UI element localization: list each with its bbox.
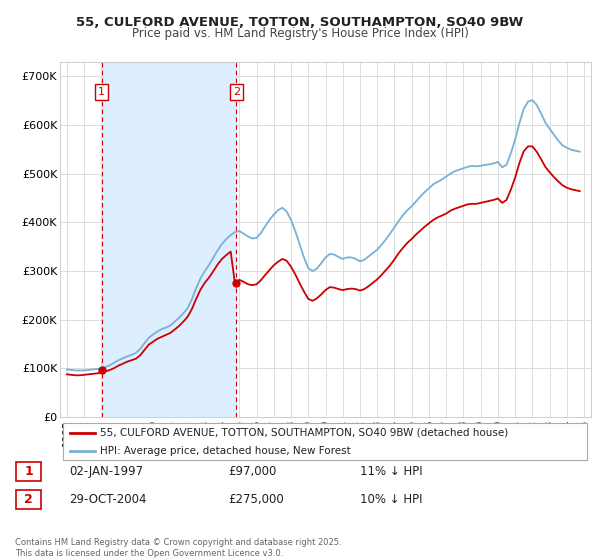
Text: 11% ↓ HPI: 11% ↓ HPI [360, 465, 422, 478]
FancyBboxPatch shape [62, 423, 587, 460]
Text: 2: 2 [24, 493, 33, 506]
Text: £97,000: £97,000 [228, 465, 277, 478]
Text: 55, CULFORD AVENUE, TOTTON, SOUTHAMPTON, SO40 9BW (detached house): 55, CULFORD AVENUE, TOTTON, SOUTHAMPTON,… [100, 428, 508, 437]
Text: 2: 2 [233, 87, 240, 97]
Text: 1: 1 [24, 465, 33, 478]
Text: £275,000: £275,000 [228, 493, 284, 506]
Text: 10% ↓ HPI: 10% ↓ HPI [360, 493, 422, 506]
FancyBboxPatch shape [16, 463, 41, 480]
Text: 1: 1 [98, 87, 105, 97]
Text: Price paid vs. HM Land Registry's House Price Index (HPI): Price paid vs. HM Land Registry's House … [131, 27, 469, 40]
FancyBboxPatch shape [16, 491, 41, 508]
Text: Contains HM Land Registry data © Crown copyright and database right 2025.
This d: Contains HM Land Registry data © Crown c… [15, 538, 341, 558]
Text: 55, CULFORD AVENUE, TOTTON, SOUTHAMPTON, SO40 9BW: 55, CULFORD AVENUE, TOTTON, SOUTHAMPTON,… [76, 16, 524, 29]
Text: 29-OCT-2004: 29-OCT-2004 [69, 493, 146, 506]
Text: 02-JAN-1997: 02-JAN-1997 [69, 465, 143, 478]
Text: HPI: Average price, detached house, New Forest: HPI: Average price, detached house, New … [100, 446, 350, 456]
Bar [102, 62, 236, 417]
